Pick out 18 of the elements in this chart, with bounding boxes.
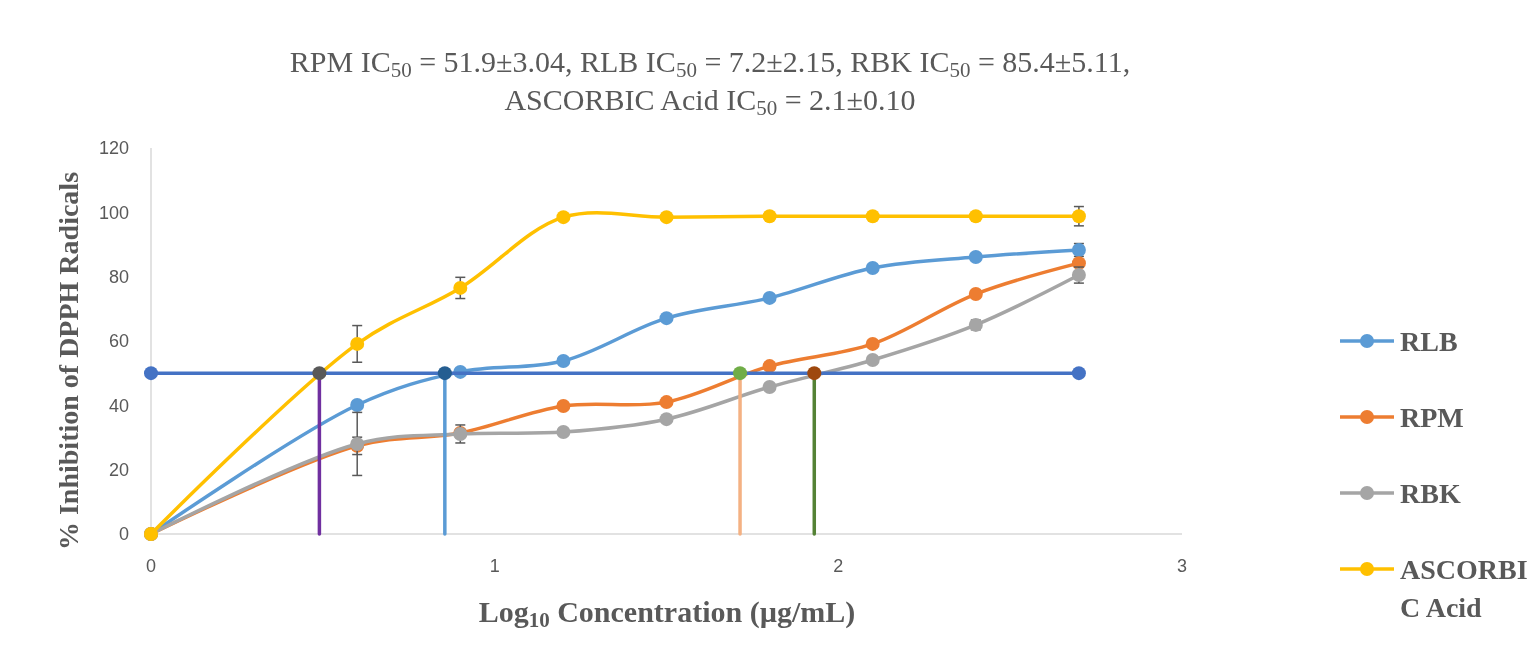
y-axis-title: % Inhibition of DPPH Radicals	[53, 171, 84, 551]
y-tick-label: 100	[98, 202, 129, 223]
legend-label: ASCORBIC Acid	[1400, 554, 1528, 623]
legend-label: RLB	[1400, 326, 1458, 357]
chart-title: RPM IC$_{50}$ = 51.9±3.04, RLB IC$_{50}$ = 7.2±2.15, RBK IC$_{50}$ = 85.4±5.11, ASCORBIC Acid IC$_{50}$ = 2.1±0.10	[289, 45, 1131, 121]
x-tick-label: 2	[833, 556, 844, 576]
y-tick-label: 120	[98, 138, 129, 159]
y-tick-label: 80	[108, 266, 129, 287]
y-tick-label: 20	[108, 459, 129, 480]
y-tick-label: 40	[108, 395, 129, 416]
x-tick-label: 1	[489, 556, 500, 576]
x-axis-title: Log$_{10}$ Concentration (µg/mL)	[478, 595, 856, 633]
x-tick-label: 3	[1176, 556, 1188, 576]
legend-label: RPM	[1400, 402, 1464, 433]
y-tick-label: 0	[118, 524, 129, 545]
legend-label: RBK	[1400, 478, 1461, 509]
y-tick-label: 60	[108, 331, 129, 352]
x-tick-label: 0	[145, 556, 157, 576]
